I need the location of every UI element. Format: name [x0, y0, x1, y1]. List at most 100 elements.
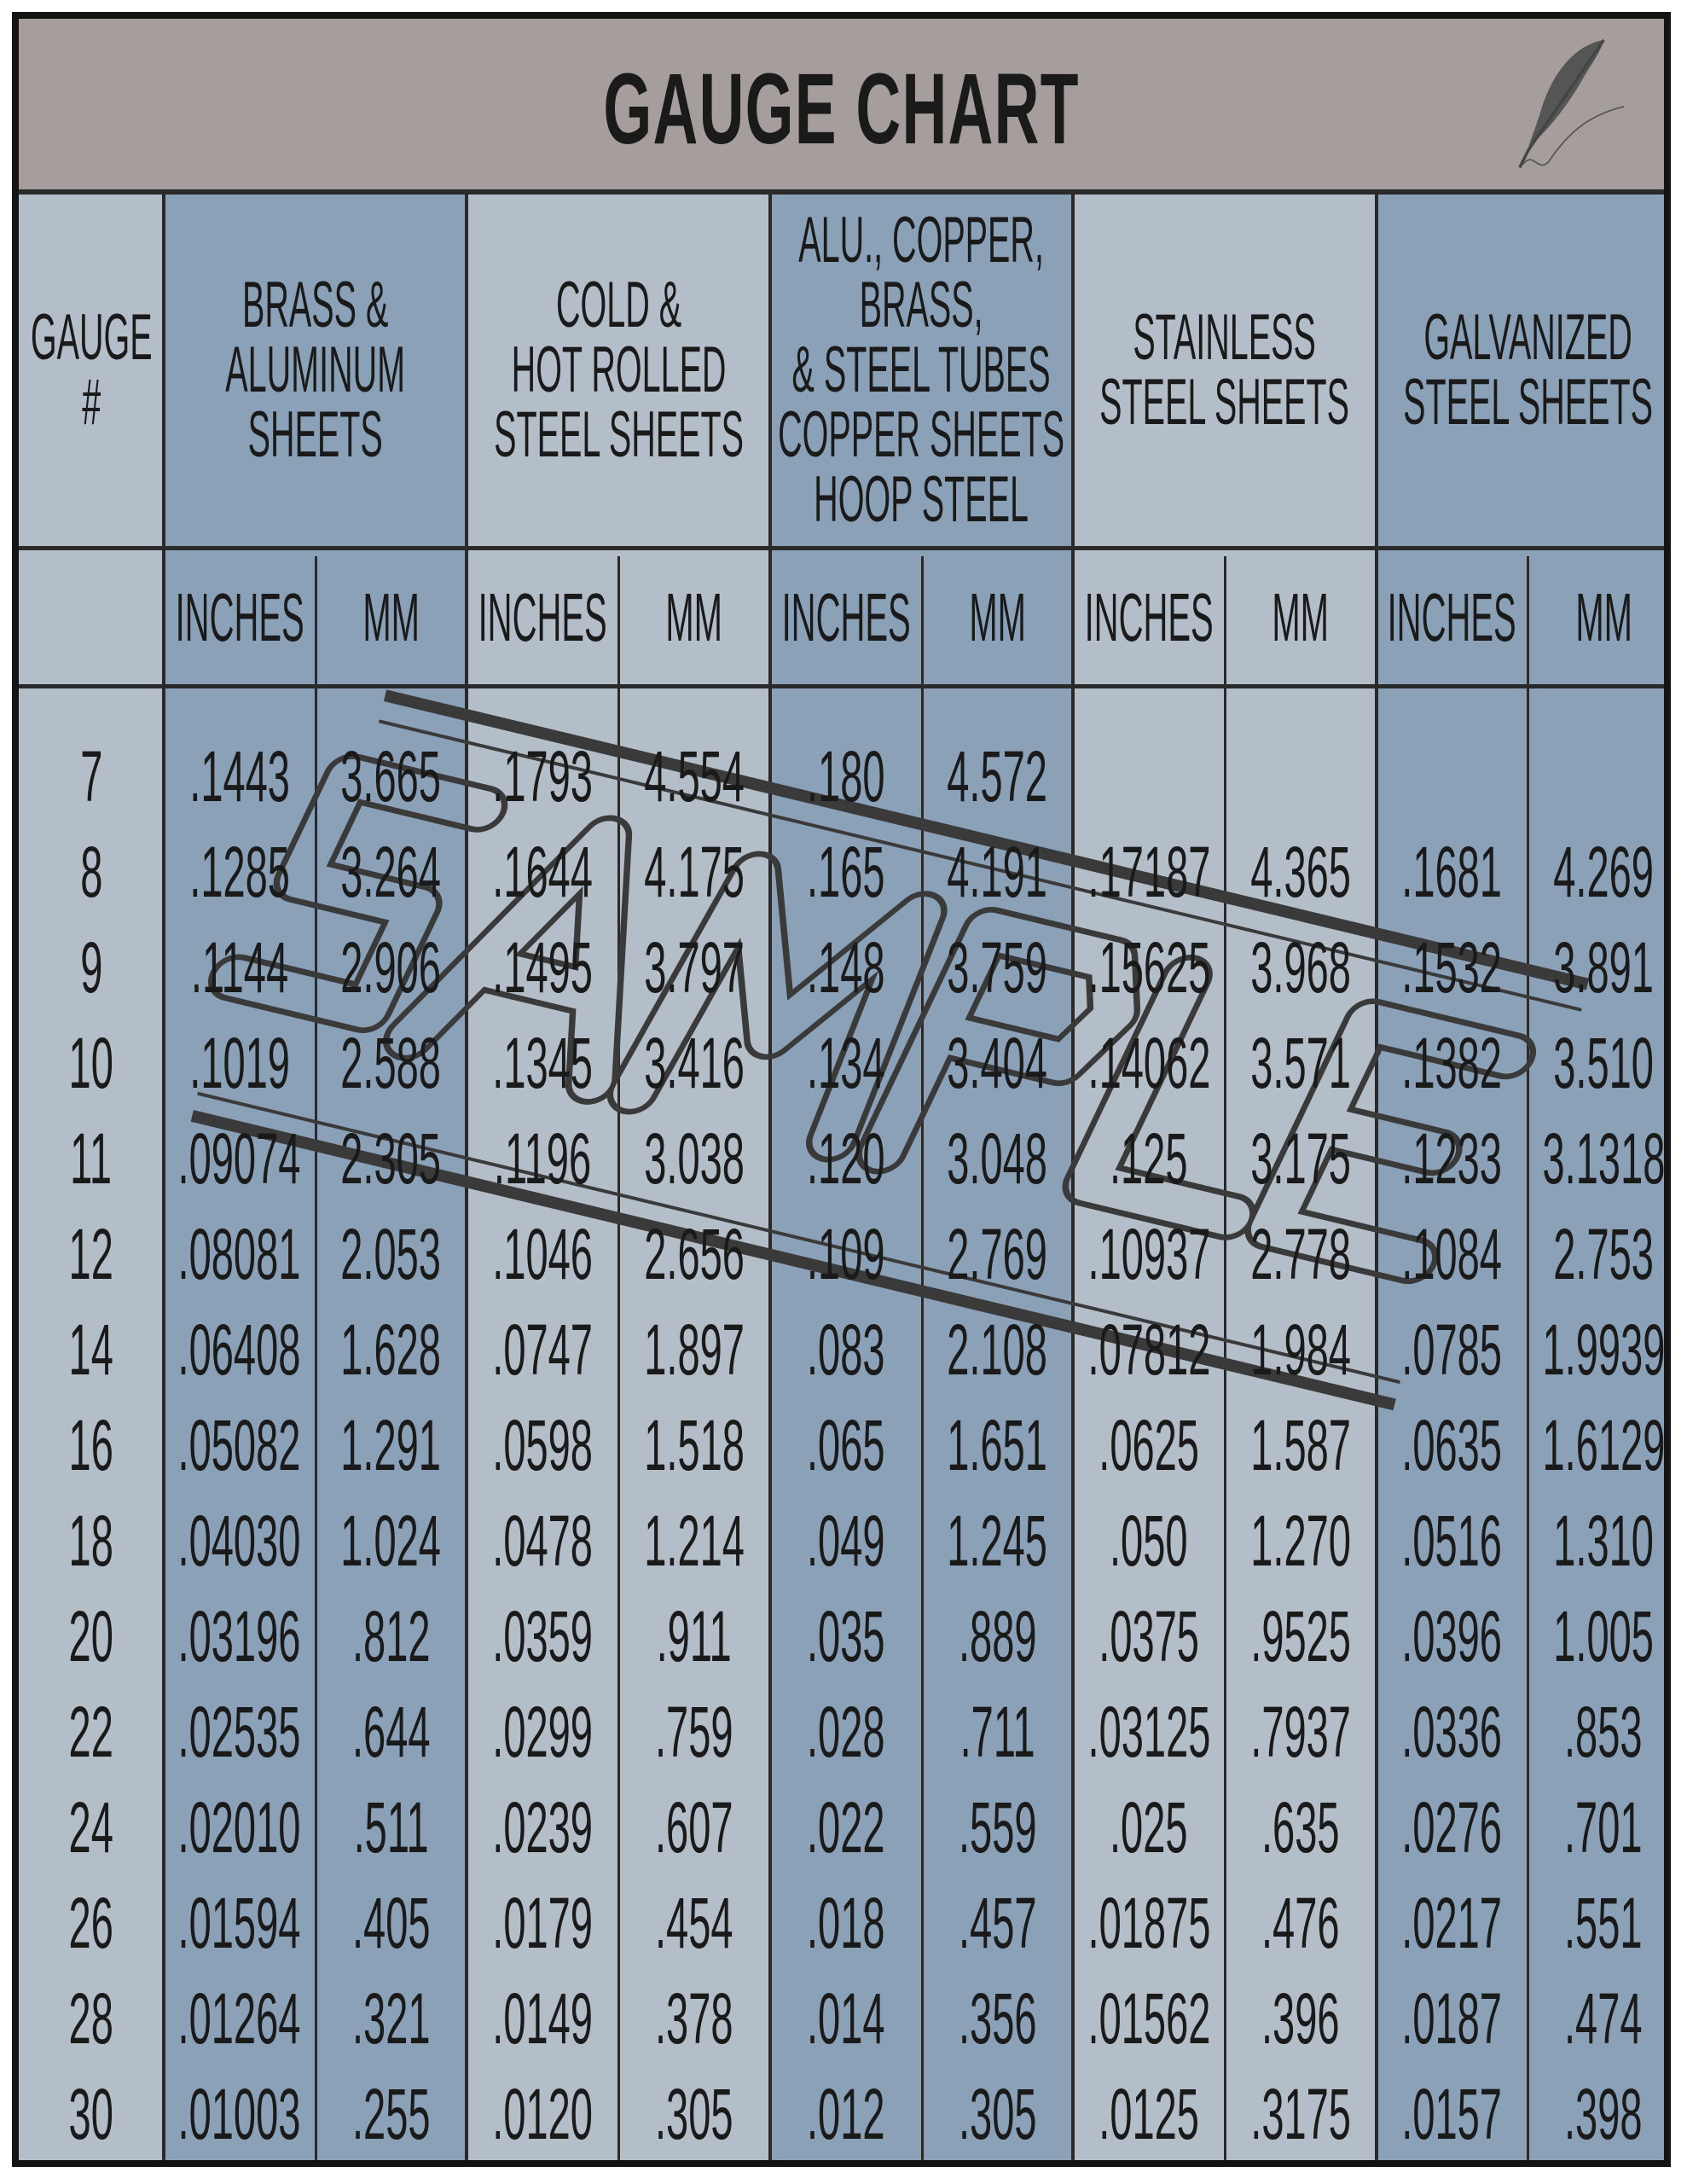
mm-value-text: 1.005: [1553, 1595, 1655, 1676]
inches-value-text: .01264: [177, 1978, 301, 2059]
inches-value: .01562: [1073, 1971, 1225, 2066]
inches-value: .109: [770, 1206, 922, 1302]
mm-value-text: 1.518: [644, 1404, 745, 1485]
mm-value-text: 2.906: [340, 926, 442, 1008]
mm-value: [1528, 729, 1664, 824]
mm-value-text: 2.108: [947, 1309, 1048, 1390]
mm-value-text: 1.651: [947, 1404, 1048, 1485]
inches-value: .03125: [1073, 1684, 1225, 1780]
gauge-number: 10: [19, 1015, 164, 1111]
inches-value-text: .0785: [1401, 1309, 1503, 1390]
inches-value: .1345: [467, 1015, 618, 1111]
mm-value: 3.891: [1528, 920, 1664, 1015]
mm-value: 2.769: [922, 1206, 1074, 1302]
mm-value: 3.797: [618, 920, 770, 1015]
mm-header-text: MM: [665, 579, 723, 655]
inches-value-text: .17187: [1087, 831, 1210, 912]
inches-header-text: INCHES: [175, 579, 304, 655]
mm-value-text: 3.797: [644, 926, 745, 1008]
inches-value-text: .0239: [492, 1786, 594, 1867]
inches-value: .0239: [467, 1780, 618, 1875]
chart-title: GAUGE CHART: [603, 53, 1080, 166]
mm-value: 3.1318: [1528, 1111, 1666, 1206]
mm-value-text: .476: [1261, 1882, 1340, 1963]
group-header: STAINLESS STEEL SHEETS: [1073, 195, 1376, 546]
mm-value-text: .551: [1564, 1882, 1643, 1963]
mm-value-text: .9525: [1249, 1595, 1351, 1676]
inches-value: .06408: [164, 1302, 316, 1397]
inches-value: .05082: [164, 1397, 316, 1493]
inches-value-text: .10937: [1087, 1213, 1210, 1294]
inches-value: .0276: [1377, 1780, 1528, 1875]
mm-value: .356: [922, 1971, 1074, 2066]
inches-header-text: INCHES: [1084, 579, 1214, 655]
group-header-text: COLD & HOT ROLLED STEEL SHEETS: [493, 269, 744, 471]
mm-value-text: 4.572: [947, 735, 1048, 816]
mm-value-text: 3.175: [1249, 1118, 1351, 1199]
inches-value-text: .05082: [177, 1404, 301, 1485]
inches-value: .012: [770, 2066, 922, 2160]
group-header: COLD & HOT ROLLED STEEL SHEETS: [467, 195, 769, 546]
inches-value: .01875: [1073, 1875, 1225, 1971]
inches-value: .01594: [164, 1875, 316, 1971]
inches-value-text: .180: [806, 735, 885, 816]
mm-value-text: 4.175: [644, 831, 745, 912]
inches-value: .120: [770, 1111, 922, 1206]
inches-value: .134: [770, 1015, 922, 1111]
inches-value: .17187: [1073, 824, 1225, 920]
mm-value-text: 1.024: [340, 1500, 442, 1581]
inches-value-text: .050: [1110, 1500, 1188, 1581]
gauge-number-text: 16: [68, 1404, 114, 1485]
mm-value: 3.968: [1225, 920, 1377, 1015]
inches-value-text: .022: [806, 1786, 885, 1867]
inches-value-text: .012: [806, 2073, 885, 2154]
inches-value: .08081: [164, 1206, 316, 1302]
inches-value-text: .0516: [1401, 1500, 1503, 1581]
inches-value: .0179: [467, 1875, 618, 1971]
inches-value: .0125: [1073, 2066, 1225, 2160]
inches-value-text: .01594: [177, 1882, 301, 1963]
gauge-number-text: 7: [79, 735, 103, 816]
inches-value: .014: [770, 1971, 922, 2066]
inches-value: [1073, 729, 1225, 824]
inches-value: .065: [770, 1397, 922, 1493]
mm-value-text: .3175: [1249, 2073, 1351, 2154]
mm-value-text: 3.1318: [1542, 1118, 1666, 1199]
mm-value: .711: [922, 1684, 1074, 1780]
gauge-number: 16: [19, 1397, 164, 1493]
mm-value: 2.108: [922, 1302, 1074, 1397]
group-header-text: BRASS & ALUMINUM SHEETS: [225, 269, 406, 471]
mm-value-text: 1.6129: [1542, 1404, 1666, 1485]
inches-value-text: .014: [806, 1978, 885, 2059]
mm-value: 2.053: [316, 1206, 467, 1302]
inches-value-text: .1681: [1401, 831, 1503, 912]
inches-value: .0336: [1377, 1684, 1528, 1780]
inches-header-text: INCHES: [478, 579, 607, 655]
gauge-number-text: 24: [68, 1786, 114, 1867]
mm-value-text: .911: [656, 1595, 732, 1676]
mm-value: .321: [316, 1971, 467, 2066]
inches-value: .1019: [164, 1015, 316, 1111]
inches-value-text: .1382: [1401, 1022, 1503, 1103]
inches-value-text: .02535: [177, 1691, 301, 1772]
mm-value: .457: [922, 1875, 1074, 1971]
mm-value: .378: [618, 1971, 770, 2066]
gauge-header: GAUGE #: [19, 195, 164, 546]
mm-header: MM: [922, 553, 1074, 682]
gauge-number: 8: [19, 824, 164, 920]
inches-value-text: .02010: [177, 1786, 301, 1867]
inches-value: .01264: [164, 1971, 316, 2066]
mm-value-text: 1.9939: [1542, 1309, 1666, 1390]
mm-value: .474: [1528, 1971, 1664, 2066]
inches-value: .050: [1073, 1493, 1225, 1589]
inches-value-text: .1233: [1401, 1118, 1503, 1199]
inches-value-text: .0125: [1099, 2073, 1199, 2154]
mm-header: MM: [316, 553, 467, 682]
mm-value: 1.005: [1528, 1589, 1664, 1684]
mm-value-text: 2.769: [947, 1213, 1048, 1294]
inches-value-text: .14062: [1087, 1022, 1210, 1103]
inches-value: .022: [770, 1780, 922, 1875]
mm-value-text: 4.269: [1553, 831, 1655, 912]
mm-value-text: .405: [351, 1882, 431, 1963]
inches-value-text: .0299: [492, 1691, 594, 1772]
